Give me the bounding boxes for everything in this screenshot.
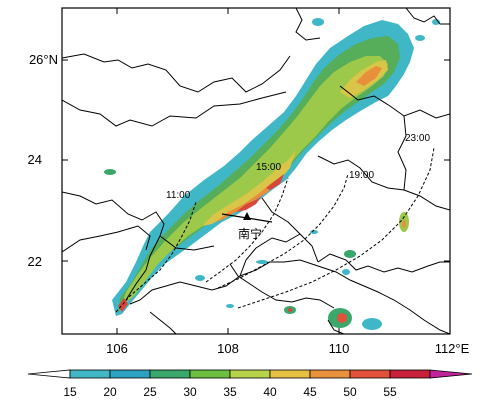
border-line [327, 319, 345, 334]
colorbar-segment [309, 369, 351, 379]
border-line [125, 235, 161, 301]
lon-tick-label: 106 [106, 341, 128, 356]
border-line [317, 155, 450, 211]
echo-cell [226, 304, 234, 308]
border-line [283, 259, 450, 334]
isochrone-23 [237, 147, 435, 309]
city-marker-icon [243, 212, 251, 220]
longitude-ticks [116, 8, 340, 334]
echo-cell [312, 18, 324, 26]
colorbar-tick-label: 50 [343, 385, 357, 399]
echo-cell [342, 269, 350, 275]
echo-cell [344, 250, 356, 258]
colorbar-segment [389, 369, 431, 379]
lat-tick-label: 22 [28, 254, 42, 269]
lon-tick-label: 112°E [435, 341, 470, 356]
longitude-axis: 106 108 110 112°E [106, 341, 469, 356]
echo-layer-orange-north [356, 66, 382, 86]
echo-layer-lightgreen [120, 56, 388, 308]
lat-tick-label: 26°N [29, 52, 58, 67]
latitude-ticks [62, 59, 450, 262]
isochrone-lines [115, 147, 435, 313]
echo-core-red-1 [236, 196, 262, 212]
colorbar-segment [229, 369, 271, 379]
map-frame [61, 7, 451, 335]
isochrone-label-11: 11:00 [166, 190, 191, 201]
echo-cell [104, 169, 116, 175]
border-line [405, 8, 450, 25]
border-line [62, 91, 287, 127]
echo-core-red-3 [118, 298, 128, 312]
echo-cell [432, 19, 440, 25]
isochrone-label-19: 19:00 [349, 170, 374, 181]
echo-cell [288, 308, 292, 312]
echo-core-red-2 [266, 174, 284, 190]
colorbar-tick-label: 15 [63, 385, 77, 399]
echo-cell [195, 275, 205, 281]
isochrone-19 [217, 173, 349, 289]
map-content [62, 8, 450, 334]
colorbar-tick-label: 30 [183, 385, 197, 399]
colorbar-tick-label: 25 [143, 385, 157, 399]
echo-cell [362, 318, 382, 330]
lat-tick-label: 24 [28, 152, 42, 167]
border-line [129, 261, 284, 305]
colorbar-segment [69, 369, 111, 379]
isochrone-label-23: 23:00 [405, 133, 430, 144]
border-line [317, 253, 450, 273]
colorbar-segment [149, 369, 191, 379]
border-line [62, 191, 215, 251]
colorbar-segment [349, 369, 391, 379]
border-line [295, 8, 321, 41]
nanning-marker [221, 212, 273, 223]
border-line [339, 85, 450, 119]
lon-tick-label: 110 [329, 341, 350, 356]
colorbar-segment [269, 369, 311, 379]
border-line [62, 53, 291, 93]
isochrone-11 [115, 201, 197, 313]
colorbar: 15 20 25 30 35 40 45 50 55 [27, 369, 473, 399]
colorbar-tick-label: 55 [383, 385, 397, 399]
echo-cell [402, 220, 406, 228]
colorbar-tick-label: 20 [103, 385, 117, 399]
colorbar-segment [189, 369, 231, 379]
lon-tick-label: 108 [217, 341, 239, 356]
isochrone-15 [205, 177, 289, 283]
border-line [229, 263, 335, 309]
echo-cell [337, 313, 347, 323]
border-line [239, 233, 301, 277]
colorbar-low-tip [27, 369, 71, 379]
isochrone-labels: 11:00 15:00 19:00 23:00 [166, 133, 430, 201]
radar-echo-band [104, 18, 440, 330]
border-line [397, 115, 407, 191]
echo-cell [256, 260, 268, 264]
border-line [62, 225, 151, 253]
isochrone-label-15: 15:00 [256, 162, 281, 173]
colorbar-segment [109, 369, 151, 379]
colorbar-tick-label: 45 [303, 385, 317, 399]
echo-layer-yellow [202, 150, 296, 226]
border-line [261, 197, 319, 263]
province-borders [62, 8, 450, 334]
colorbar-high-tip [429, 369, 473, 379]
echo-cell [310, 230, 318, 234]
echo-cell [415, 35, 425, 41]
colorbar-tick-label: 35 [223, 385, 237, 399]
colorbar-tick-label: 40 [263, 385, 277, 399]
latitude-axis: 26°N 24 22 [28, 52, 58, 269]
city-label: 南宁 [238, 226, 262, 241]
echo-layer-orange [216, 168, 286, 222]
border-line [149, 311, 177, 334]
